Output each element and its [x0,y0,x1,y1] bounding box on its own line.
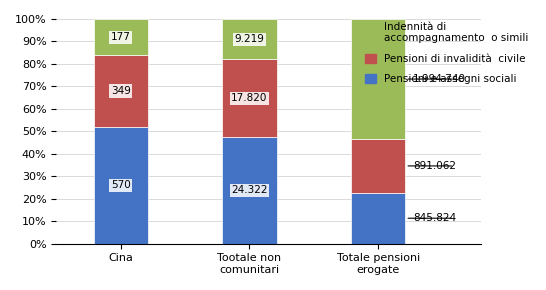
Bar [94,127,148,244]
Bar [222,137,276,244]
Bar [222,19,276,59]
Text: 845.824: 845.824 [413,213,456,223]
Text: 891.062: 891.062 [413,161,456,171]
Bar [94,19,148,55]
Text: 17.820: 17.820 [232,93,268,103]
Bar [351,139,405,193]
Bar [351,193,405,244]
Bar [351,19,405,139]
Text: 349: 349 [111,86,130,96]
Text: 570: 570 [111,180,130,190]
Text: 9.219: 9.219 [235,34,264,44]
Text: 1.994.740: 1.994.740 [413,74,466,84]
Bar [222,59,276,137]
Text: 177: 177 [111,32,130,42]
Legend: Indennità di
accompagnamento  o simili, Pensioni di invalidità  civile, Pensioni: Indennità di accompagnamento o simili, P… [363,20,531,86]
Bar [94,55,148,127]
Text: 24.322: 24.322 [231,186,268,195]
